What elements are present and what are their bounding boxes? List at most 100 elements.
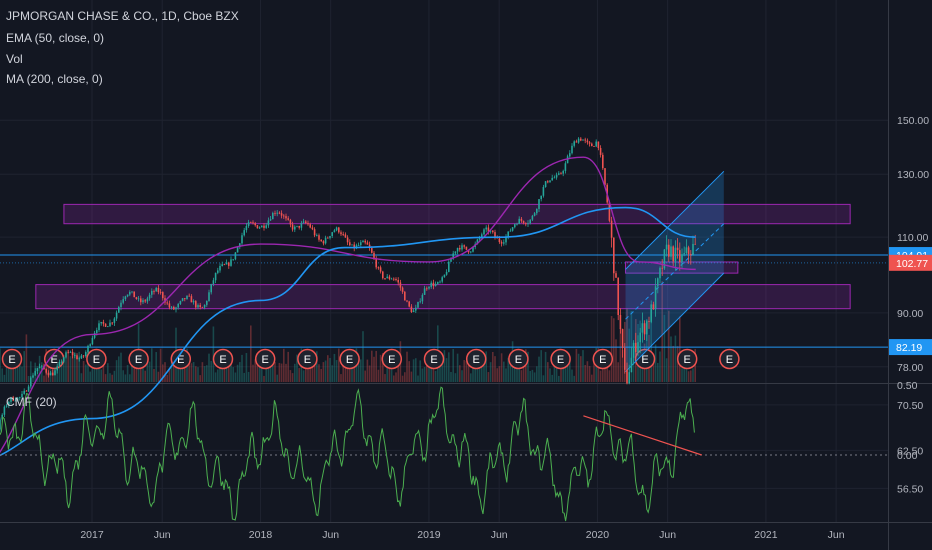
volume-bar: [258, 362, 261, 382]
candle-body: [179, 300, 182, 304]
earnings-marker[interactable]: E: [676, 348, 698, 370]
candle-body: [445, 271, 448, 275]
candle-body: [382, 271, 384, 279]
candle-body: [162, 292, 164, 299]
candle-body: [151, 290, 153, 295]
volume-bar: [617, 362, 619, 382]
candle-body: [349, 242, 351, 246]
candle-body: [78, 358, 80, 360]
volume-bar: [489, 362, 492, 382]
volume-bar: [338, 348, 340, 382]
volume-bar: [406, 351, 408, 382]
earnings-label: E: [726, 354, 733, 366]
volume-bar: [668, 310, 670, 382]
candle-body: [527, 223, 529, 225]
legend-symbol[interactable]: JPMORGAN CHASE & CO., 1D, Cboe BZX: [6, 9, 239, 23]
candle-body: [109, 322, 111, 327]
earnings-label: E: [304, 354, 311, 366]
volume-bar: [36, 366, 39, 382]
candle-body: [0, 419, 1, 430]
volume-bar: [514, 367, 516, 382]
volume-bar: [111, 374, 113, 382]
candle-body: [390, 278, 393, 280]
volume-bar: [63, 355, 65, 382]
earnings-marker[interactable]: E: [86, 348, 107, 370]
candle-body: [278, 212, 281, 214]
candle-body: [472, 247, 474, 252]
candle-body: [386, 276, 388, 279]
level-tag: [889, 339, 932, 356]
candle-body: [661, 267, 663, 269]
candle-body: [124, 296, 127, 300]
earnings-marker[interactable]: E: [508, 348, 529, 370]
candle-body: [364, 240, 366, 243]
candle-body: [333, 230, 336, 233]
volume-bar: [197, 367, 199, 382]
volume-bar: [441, 362, 443, 382]
legend-cmf[interactable]: CMF (20): [6, 395, 57, 409]
volume-bar: [395, 372, 397, 382]
horizontal-levels[interactable]: [0, 254, 888, 348]
candle-body: [476, 239, 479, 244]
volume-bar: [654, 344, 657, 382]
candle-body: [324, 237, 327, 244]
earnings-marker[interactable]: E: [170, 348, 192, 370]
volume-bar: [439, 363, 441, 382]
volume-bar: [538, 356, 540, 382]
parallel-channel[interactable]: [625, 170, 725, 373]
current-price-tag: [889, 254, 932, 271]
candle-body: [5, 405, 8, 407]
candle-body: [654, 286, 657, 310]
legend-vol[interactable]: Vol: [6, 52, 23, 66]
earnings-marker[interactable]: E: [381, 348, 403, 370]
earnings-marker[interactable]: E: [465, 348, 487, 370]
volume-bar: [164, 362, 166, 382]
volume-bar: [507, 357, 509, 382]
candle-body: [481, 234, 483, 238]
candle-body: [217, 270, 219, 273]
candle-body: [258, 227, 261, 229]
candle-body: [250, 222, 252, 223]
volume-bar: [672, 345, 674, 382]
volume-bar: [415, 358, 417, 382]
candle-body: [492, 230, 494, 233]
candle-body: [289, 219, 292, 225]
volume-bar: [67, 349, 69, 382]
volume-bar: [289, 370, 292, 382]
candle-body: [186, 295, 188, 300]
volume-bar: [375, 350, 377, 382]
volume-bar: [619, 328, 622, 382]
earnings-marker[interactable]: E: [719, 348, 740, 370]
candle-body: [362, 240, 364, 243]
candle-body: [322, 241, 325, 244]
candle-body: [687, 247, 690, 255]
candle-body: [357, 245, 360, 246]
volume-bar: [124, 374, 127, 382]
candle-body: [459, 247, 461, 250]
earnings-marker[interactable]: E: [254, 348, 276, 370]
volume-bar: [87, 349, 89, 382]
candle-body: [514, 224, 516, 228]
earnings-marker[interactable]: E: [592, 348, 614, 370]
earnings-marker[interactable]: E: [1, 348, 23, 370]
earnings-marker[interactable]: E: [339, 348, 360, 370]
earnings-marker[interactable]: E: [128, 348, 149, 370]
candle-body: [635, 342, 637, 353]
volume-bar: [313, 352, 316, 382]
candle-body: [507, 231, 509, 237]
earnings-marker[interactable]: E: [423, 348, 445, 370]
candle-body: [538, 199, 540, 209]
earnings-marker[interactable]: E: [297, 348, 318, 370]
candle-body: [599, 148, 602, 155]
legend-ma[interactable]: MA (200, close, 0): [6, 72, 103, 86]
candle-body: [412, 310, 415, 313]
earnings-marker[interactable]: E: [212, 348, 234, 370]
volume-bar: [665, 358, 668, 382]
volume-bar: [230, 361, 232, 382]
volume-bar: [419, 360, 421, 382]
earnings-marker[interactable]: E: [550, 348, 571, 370]
volume-bar: [694, 348, 696, 382]
legend-ema[interactable]: EMA (50, close, 0): [6, 31, 105, 45]
